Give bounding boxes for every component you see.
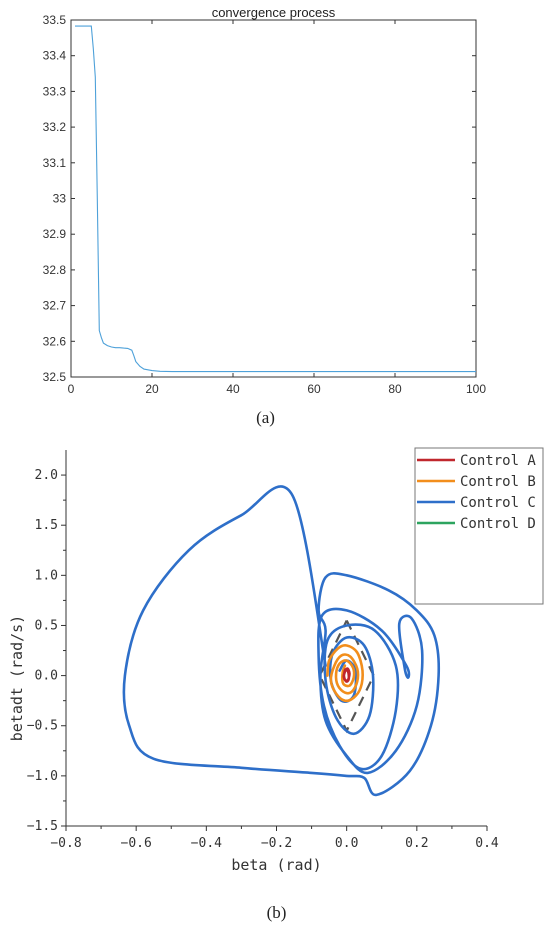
y-tick-label: 32.7	[43, 299, 67, 313]
legend-label: Control D	[460, 516, 536, 532]
axis-ticks: 0 20 40 60 80 100 32.5 32.6 32.7 32.8 32.9 33 33.1 33…	[43, 13, 487, 396]
convergence-line	[75, 25, 476, 373]
x-tick-label: 60	[307, 382, 321, 396]
chart-title: convergence process	[212, 5, 336, 20]
y-tick-label: 1.5	[35, 518, 58, 533]
y-tick-label: 33	[53, 192, 67, 206]
x-tick-label: 20	[145, 382, 159, 396]
y-tick-label: 2.0	[35, 468, 58, 483]
y-tick-label: 33.1	[43, 156, 67, 170]
x-axis-label: beta (rad)	[231, 856, 321, 874]
legend-box	[414, 447, 544, 605]
x-tick-label: −0.8	[50, 836, 81, 851]
legend-label: Control B	[460, 474, 536, 490]
panel-label-a: (a)	[256, 408, 275, 427]
series-control-b	[326, 644, 364, 703]
panel-label-b: (b)	[267, 903, 287, 922]
y-tick-label: −1.0	[27, 769, 58, 784]
legend: Control A Control B Control C Control D	[417, 453, 536, 532]
legend-label: Control C	[460, 495, 536, 511]
y-tick-label: 32.6	[43, 334, 67, 348]
convergence-series	[75, 25, 476, 373]
y-tick-label: 33.3	[43, 84, 67, 98]
x-tick-label: −0.6	[121, 836, 152, 851]
convergence-chart: convergence process 0 20 40 60 80 100 32.5 32.6…	[43, 5, 487, 427]
y-tick-label: 33.5	[43, 13, 67, 27]
y-tick-label: 1.0	[35, 568, 58, 583]
x-tick-label: −0.4	[191, 836, 222, 851]
x-tick-label: 100	[466, 382, 486, 396]
y-tick-label: 32.9	[43, 227, 67, 241]
y-tick-label: 33.4	[43, 49, 67, 63]
legend-label: Control A	[460, 453, 536, 469]
x-tick-label: 0.4	[475, 836, 499, 851]
y-tick-label: 32.5	[43, 370, 67, 384]
x-tick-label: 80	[388, 382, 402, 396]
y-tick-label: 33.2	[43, 120, 67, 134]
series-control-a	[342, 667, 351, 683]
x-tick-label: 0.2	[405, 836, 428, 851]
x-tick-label: −0.2	[261, 836, 292, 851]
y-tick-label: 0.5	[35, 618, 58, 633]
y-axis-label: betadt (rad/s)	[8, 615, 26, 741]
x-tick-label: 40	[226, 382, 240, 396]
axes: −0.8 −0.6 −0.4 −0.2 0.0 0.2 0.4 −1.5 −1.0 −0.5 0.0…	[27, 450, 499, 851]
phase-portrait-chart: −0.8 −0.6 −0.4 −0.2 0.0 0.2 0.4 −1.5 −1.0 −0.5 0.0…	[8, 447, 544, 922]
y-tick-label: −0.5	[27, 719, 58, 734]
x-tick-label: 0.0	[335, 836, 358, 851]
phase-series	[122, 485, 441, 797]
y-tick-label: −1.5	[27, 819, 58, 834]
series-control-c	[122, 485, 441, 797]
y-tick-label: 0.0	[35, 669, 58, 684]
y-tick-label: 32.8	[43, 263, 67, 277]
x-tick-label: 0	[68, 382, 75, 396]
plot-frame	[70, 19, 477, 378]
